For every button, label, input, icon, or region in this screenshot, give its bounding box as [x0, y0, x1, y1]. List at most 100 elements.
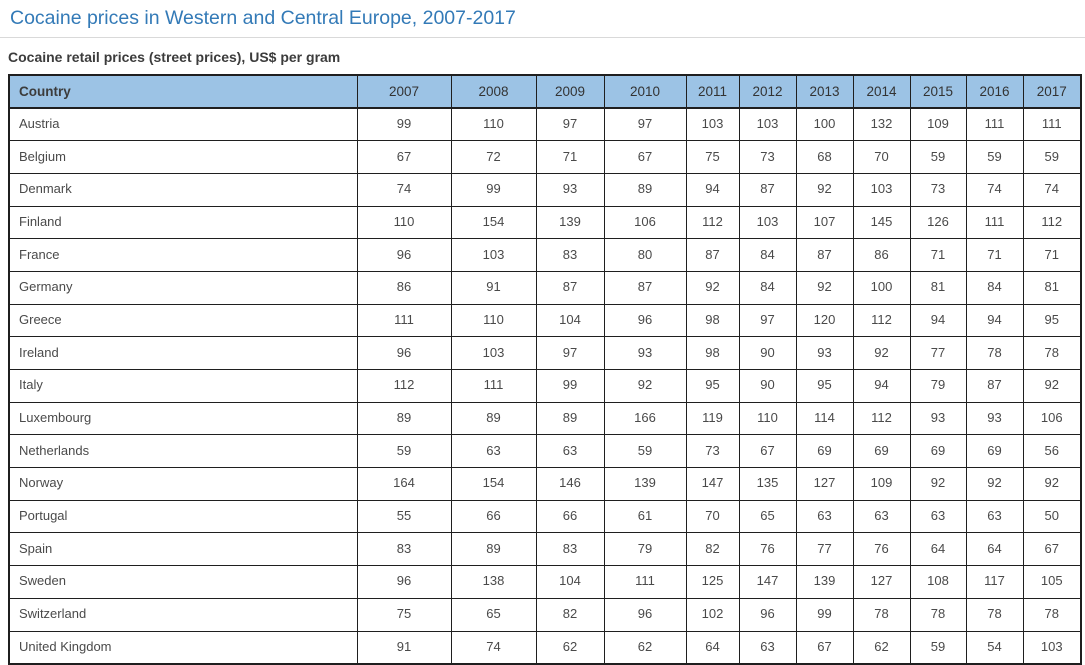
value-cell: 59	[965, 140, 1024, 174]
value-cell: 67	[738, 434, 797, 469]
value-cell: 74	[965, 172, 1024, 207]
value-cell: 92	[909, 467, 967, 501]
value-cell: 96	[738, 597, 797, 632]
value-cell: 125	[685, 565, 740, 599]
value-cell: 79	[603, 532, 687, 567]
value-cell: 66	[450, 499, 537, 534]
page-title: Cocaine prices in Western and Central Eu…	[10, 7, 516, 29]
value-cell: 84	[965, 270, 1024, 305]
value-cell: 93	[535, 172, 605, 207]
value-cell: 89	[535, 401, 605, 436]
value-cell: 63	[450, 434, 537, 469]
value-cell: 93	[965, 401, 1024, 436]
value-cell: 164	[356, 467, 452, 501]
table-caption: Cocaine retail prices (street prices), U…	[8, 49, 341, 65]
value-cell: 139	[535, 205, 605, 240]
value-cell: 70	[852, 140, 911, 174]
value-cell: 73	[738, 140, 797, 174]
value-cell: 166	[603, 401, 687, 436]
value-cell: 82	[685, 532, 740, 567]
value-cell: 77	[795, 532, 854, 567]
value-cell: 84	[738, 238, 797, 272]
table-row: Denmark 74 99 93 89 94 87 92 103 73 74 74	[8, 172, 1082, 207]
value-cell: 111	[965, 205, 1024, 240]
value-cell: 135	[738, 467, 797, 501]
value-cell: 59	[909, 140, 967, 174]
value-cell: 62	[603, 630, 687, 665]
value-cell: 103	[1022, 630, 1082, 665]
value-cell: 89	[356, 401, 452, 436]
value-cell: 112	[1022, 205, 1082, 240]
value-cell: 75	[685, 140, 740, 174]
value-cell: 74	[450, 630, 537, 665]
value-cell: 95	[1022, 303, 1082, 338]
value-cell: 65	[450, 597, 537, 632]
value-cell: 55	[356, 499, 452, 534]
value-cell: 110	[450, 107, 537, 142]
country-cell: Netherlands	[8, 434, 358, 469]
value-cell: 90	[738, 369, 797, 403]
value-cell: 80	[603, 238, 687, 272]
value-cell: 87	[535, 270, 605, 305]
value-cell: 92	[685, 270, 740, 305]
value-cell: 103	[852, 172, 911, 207]
value-cell: 120	[795, 303, 854, 338]
value-cell: 112	[685, 205, 740, 240]
value-cell: 75	[356, 597, 452, 632]
value-cell: 66	[535, 499, 605, 534]
value-cell: 93	[909, 401, 967, 436]
value-cell: 104	[535, 565, 605, 599]
country-cell: Sweden	[8, 565, 358, 599]
country-cell: Denmark	[8, 172, 358, 207]
value-cell: 104	[535, 303, 605, 338]
value-cell: 91	[450, 270, 537, 305]
table-row: Ireland 96 103 97 93 98 90 93 92 77 78 78	[8, 336, 1082, 370]
value-cell: 138	[450, 565, 537, 599]
value-cell: 59	[603, 434, 687, 469]
value-cell: 59	[1022, 140, 1082, 174]
value-cell: 106	[603, 205, 687, 240]
country-cell: United Kingdom	[8, 630, 358, 665]
value-cell: 108	[909, 565, 967, 599]
value-cell: 94	[685, 172, 740, 207]
value-cell: 139	[795, 565, 854, 599]
country-cell: Germany	[8, 270, 358, 305]
year-header-2017: 2017	[1022, 74, 1082, 109]
country-cell: Switzerland	[8, 597, 358, 632]
country-cell: Italy	[8, 369, 358, 403]
country-cell: Spain	[8, 532, 358, 567]
value-cell: 100	[852, 270, 911, 305]
value-cell: 65	[738, 499, 797, 534]
value-cell: 132	[852, 107, 911, 142]
value-cell: 78	[965, 336, 1024, 370]
value-cell: 69	[909, 434, 967, 469]
value-cell: 92	[795, 172, 854, 207]
value-cell: 97	[738, 303, 797, 338]
value-cell: 83	[535, 532, 605, 567]
country-cell: Portugal	[8, 499, 358, 534]
value-cell: 139	[603, 467, 687, 501]
value-cell: 97	[603, 107, 687, 142]
value-cell: 147	[738, 565, 797, 599]
value-cell: 127	[852, 565, 911, 599]
value-cell: 67	[1022, 532, 1082, 567]
value-cell: 89	[603, 172, 687, 207]
value-cell: 77	[909, 336, 967, 370]
value-cell: 87	[965, 369, 1024, 403]
year-header-2013: 2013	[795, 74, 854, 109]
value-cell: 97	[535, 107, 605, 142]
value-cell: 73	[685, 434, 740, 469]
value-cell: 105	[1022, 565, 1082, 599]
table-body: Austria 99 110 97 97 103 103 100 132 109 111 111 Bel…	[8, 107, 1082, 665]
table-row: Switzerland 75 65 82 96 102 96 99 78 78 78 78	[8, 597, 1082, 632]
table-row: Austria 99 110 97 97 103 103 100 132 109 111 111	[8, 107, 1082, 142]
country-cell: Ireland	[8, 336, 358, 370]
value-cell: 109	[852, 467, 911, 501]
value-cell: 61	[603, 499, 687, 534]
value-cell: 127	[795, 467, 854, 501]
year-header-2007: 2007	[356, 74, 452, 109]
value-cell: 110	[356, 205, 452, 240]
table-row: United Kingdom 91 74 62 62 64 63 67 62 59 54 103	[8, 630, 1082, 665]
value-cell: 147	[685, 467, 740, 501]
